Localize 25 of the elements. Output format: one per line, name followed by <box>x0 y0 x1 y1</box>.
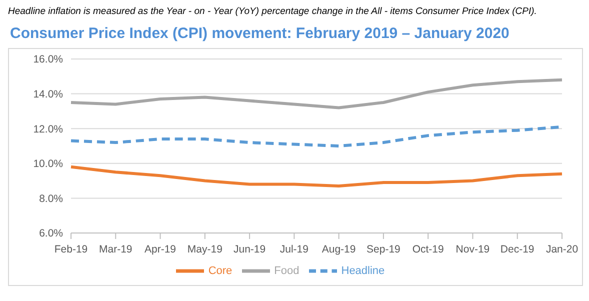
y-tick-label: 14.0% <box>33 88 63 101</box>
y-tick-label: 6.0% <box>39 228 63 240</box>
x-tick-label: Nov-19 <box>456 243 490 256</box>
y-tick-label: 8.0% <box>39 192 63 205</box>
y-tick-label: 16.0% <box>33 54 63 66</box>
x-tick-label: Oct-19 <box>412 243 444 256</box>
x-tick-label: Apr-19 <box>144 243 176 256</box>
y-tick-label: 10.0% <box>33 158 63 170</box>
x-tick-label: Jul-19 <box>280 243 309 256</box>
legend-label: Headline <box>341 264 385 277</box>
x-tick-label: Mar-19 <box>99 243 132 256</box>
x-tick-label: May-19 <box>187 243 223 256</box>
line-series <box>70 78 564 110</box>
line-series <box>70 165 564 188</box>
y-tick-label: 12.0% <box>33 123 63 136</box>
text: Headline inflation is measured as the Year - on - Year (YoY) percentage change in the All - items Consumer Price Index (CPI). <box>8 6 538 17</box>
x-tick-label: Sep-19 <box>366 243 401 256</box>
legend-label: Core <box>208 264 232 277</box>
x-tick-label: Dec-19 <box>500 243 534 256</box>
x-tick-label: Feb-19 <box>54 243 88 256</box>
x-tick-label: Jun-19 <box>233 243 266 256</box>
chart-title: Consumer Price Index (CPI) movement: February 2019 – January 2020 <box>10 25 510 42</box>
x-tick-label: Jan-20 <box>546 243 578 256</box>
x-tick-label: Aug-19 <box>322 243 356 256</box>
legend-label: Food <box>274 264 300 277</box>
